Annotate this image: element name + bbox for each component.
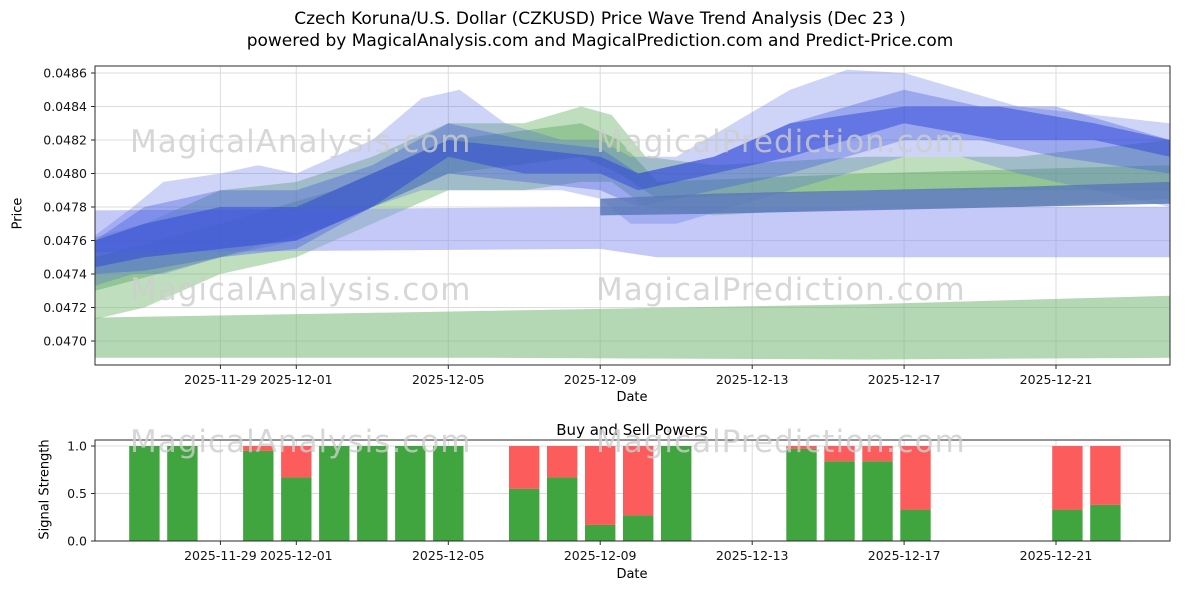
y-tick-label: 0.0476 [43,233,87,248]
sell-bar [281,446,312,478]
x-tick-label: 2025-12-05 [412,548,485,563]
buy-bar [900,509,931,541]
buy-bar [661,446,692,541]
y-tick-label: 0.0472 [43,300,87,315]
sell-bar [1052,446,1083,510]
buy-bar [1090,504,1121,541]
price-xaxis-label: Date [616,390,648,405]
price-yaxis-label: Price [10,197,26,230]
buy-bar [585,524,616,541]
plot-border [94,439,1171,542]
buy-bar [281,477,312,541]
sell-bar [509,446,540,489]
title-block: Czech Koruna/U.S. Dollar (CZKUSD) Price … [0,8,1200,52]
plot-border [94,65,1171,366]
sell-bar [1090,446,1121,505]
chart-title: Czech Koruna/U.S. Dollar (CZKUSD) Price … [294,9,906,29]
x-tick-label: 2025-12-13 [716,548,789,563]
buy-bar [623,515,654,541]
y-tick-label: 0.0474 [43,267,87,282]
blue-core-band [95,106,1170,268]
buy-bar [786,448,817,541]
buy-bar [862,461,893,541]
sell-bar [786,446,817,449]
y-tick-label: 0.0 [67,534,87,549]
x-tick-label: 2025-12-17 [868,548,941,563]
x-tick-label: 2025-11-29 [184,372,257,387]
steelblue-line-band [600,181,1170,216]
y-tick-label: 0.0478 [43,200,87,215]
x-tick-label: 2025-12-17 [868,372,941,387]
green-trend-wide-band [95,106,1170,320]
y-tick-label: 0.0482 [43,133,87,148]
sell-bar [900,446,931,510]
power-yaxis-label: Signal Strength [37,439,53,540]
power-xaxis-label: Date [616,567,648,582]
periwinkle-flat-band [95,207,1170,258]
buy-bar [395,446,426,541]
x-tick-label: 2025-12-01 [260,372,333,387]
buy-bar [167,446,198,541]
buy-bar [824,461,855,541]
green-flat-low-band [95,295,1170,360]
power-chart-title: Buy and Sell Powers [556,421,708,439]
y-tick-label: 0.0486 [43,66,87,81]
y-tick-label: 0.5 [67,486,87,501]
x-tick-label: 2025-12-13 [716,372,789,387]
x-tick-label: 2025-12-01 [260,548,333,563]
x-tick-label: 2025-12-05 [412,372,485,387]
signal-bars [129,446,1121,541]
x-tick-label: 2025-12-21 [1020,372,1093,387]
price-bands [95,69,1170,360]
buy-bar [243,450,274,541]
chart-subtitle: powered by MagicalAnalysis.com and Magic… [246,31,954,51]
y-tick-label: 0.0480 [43,166,87,181]
buy-bar [357,446,388,541]
sell-bar [862,446,893,462]
y-tick-label: 0.0470 [43,334,87,349]
x-tick-label: 2025-11-29 [184,548,257,563]
price-wave-plot: 0.0470 0.0472 0.0474 0.0476 0.0478 0.0480 0.04… [43,65,1171,387]
sell-bar [623,446,654,516]
sell-bar [547,446,578,478]
buy-bar [319,446,350,541]
sell-bar [243,446,274,451]
x-tick-label: 2025-12-09 [564,372,637,387]
buy-bar [547,477,578,541]
y-tick-label: 1.0 [67,439,87,454]
buy-sell-power-plot: 0.0 0.5 1.0 2025-11-29 2025-12-01 2025-12-05 2… [67,439,1171,563]
y-tick-label: 0.0484 [43,99,87,114]
x-tick-label: 2025-12-09 [564,548,637,563]
x-tick-label: 2025-12-21 [1020,548,1093,563]
buy-bar [129,446,160,541]
buy-bar [1052,509,1083,541]
sell-bar [824,446,855,462]
buy-bar [433,446,464,541]
sell-bar [585,446,616,525]
buy-bar [509,488,540,541]
